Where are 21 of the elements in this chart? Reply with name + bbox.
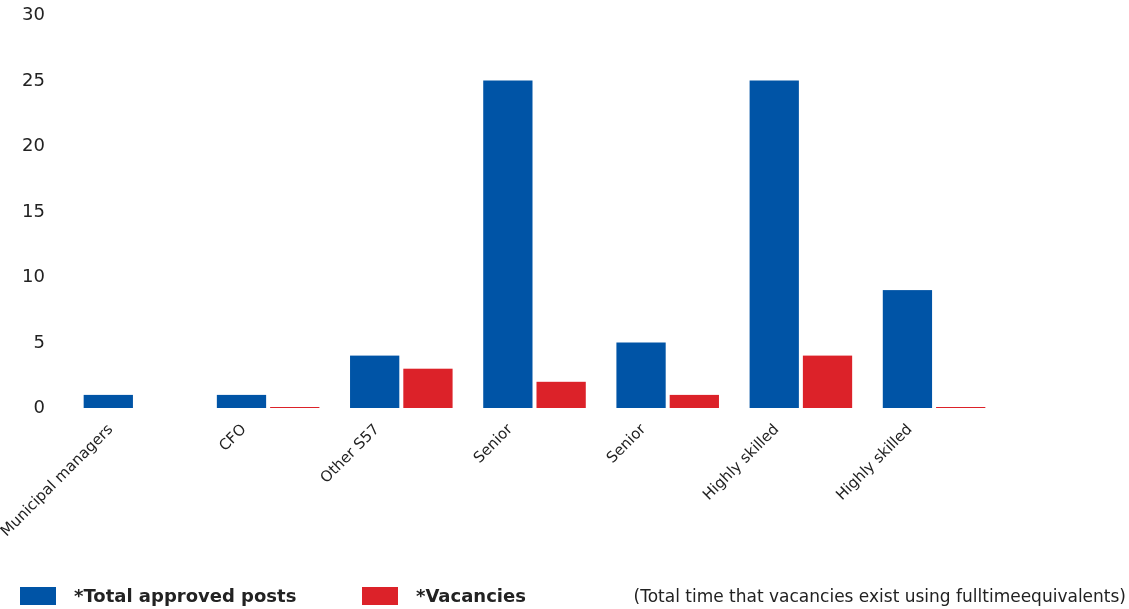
bar (483, 80, 533, 408)
bar (536, 381, 586, 408)
y-tick-label: 0 (33, 396, 45, 417)
y-tick-label: 5 (33, 330, 45, 352)
bar (350, 355, 400, 408)
text: (Total time that vacancies exist using fulltimeequivalents) (633, 586, 1126, 606)
bar (216, 394, 267, 408)
legend-label: *Total approved posts (74, 585, 297, 606)
bar (83, 394, 133, 408)
y-tick-label: 10 (22, 265, 45, 286)
y-tick-label: 20 (22, 134, 45, 155)
y-tick-label: 25 (22, 68, 45, 90)
bar (616, 342, 666, 408)
bar (802, 355, 853, 408)
legend-label: *Vacancies (416, 585, 526, 606)
bar (403, 368, 453, 408)
bar (882, 290, 933, 408)
bar (669, 394, 719, 408)
y-tick-label: 15 (22, 199, 45, 221)
bar (749, 80, 799, 408)
y-tick-label: 30 (22, 3, 45, 24)
